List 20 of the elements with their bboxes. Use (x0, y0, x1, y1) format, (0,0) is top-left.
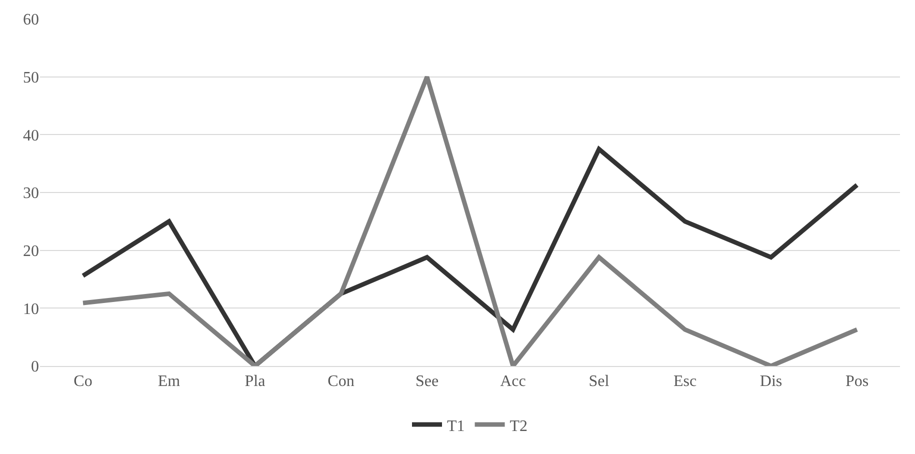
y-tick-label: 50 (23, 69, 39, 86)
legend-label: T1 (447, 418, 465, 435)
x-tick-label: Pos (845, 373, 869, 390)
x-tick-label: Acc (500, 373, 526, 390)
x-tick-label: Pla (244, 373, 266, 390)
x-tick-label: Esc (673, 373, 697, 390)
line-series (80, 74, 860, 366)
x-tick-label: See (415, 373, 439, 390)
x-tick-label: Dis (760, 373, 782, 390)
y-tick-label: 40 (23, 127, 39, 144)
x-tick-label: Em (158, 373, 181, 390)
y-tick-label: 0 (31, 358, 39, 376)
x-tick-label: Co (74, 373, 92, 390)
legend-label: T2 (510, 418, 528, 435)
y-tick-label: 60 (23, 12, 39, 29)
x-tick-label: Con (328, 373, 354, 390)
y-tick-label: 10 (23, 300, 39, 318)
x-tick-label: Sel (588, 373, 610, 390)
y-tick-label: 20 (23, 242, 39, 260)
y-tick-label: 30 (23, 185, 39, 202)
